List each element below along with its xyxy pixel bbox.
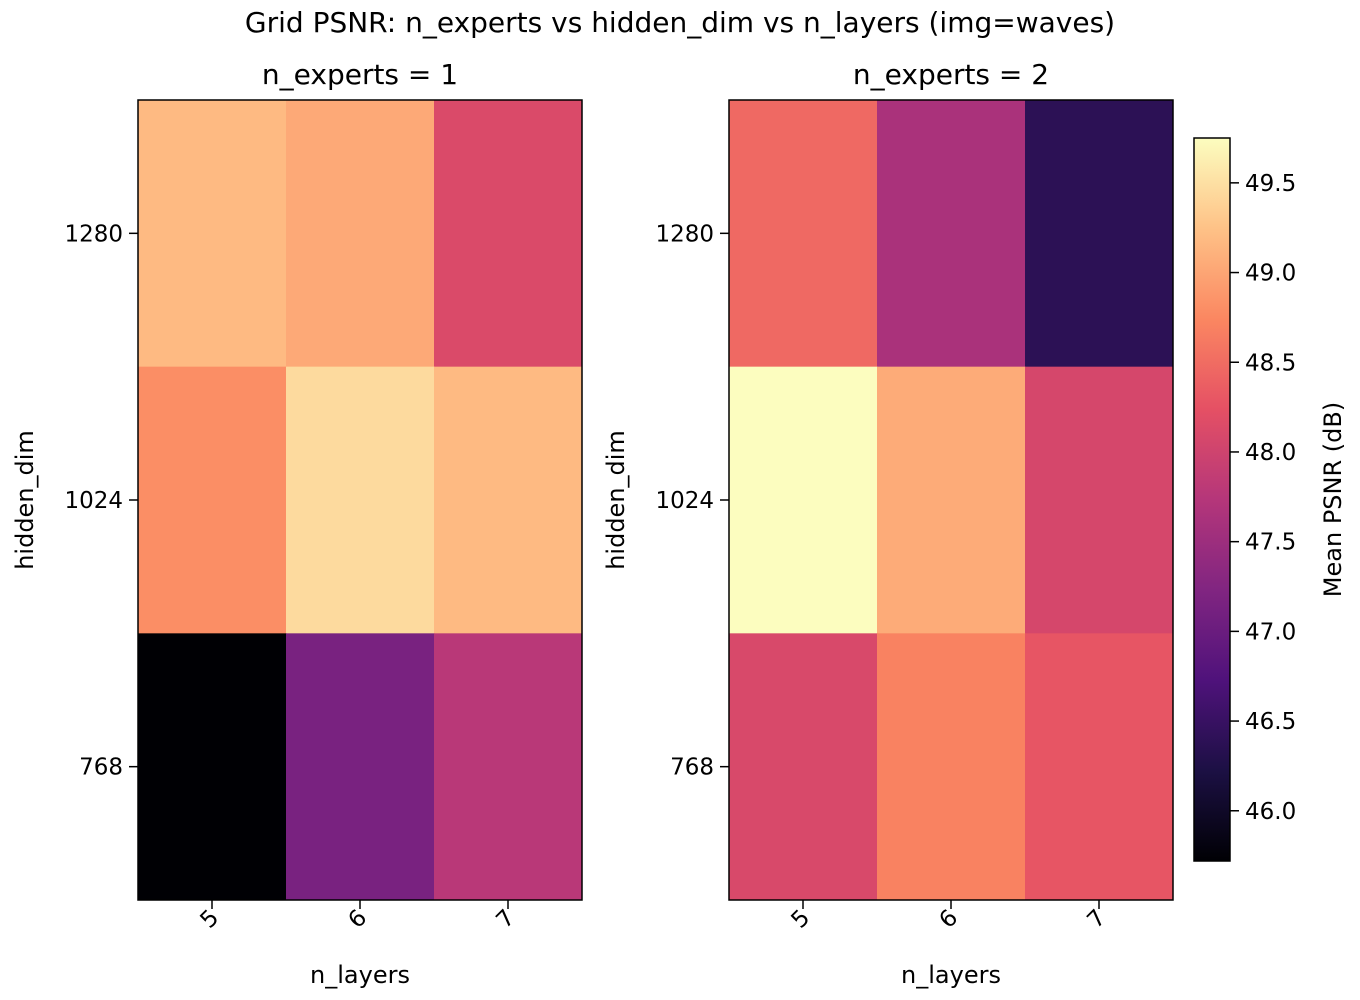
panel-title: n_experts = 2 [853,58,1049,91]
colorbar-tick-label: 48.0 [1245,440,1296,466]
x-tick-label: 6 [344,905,373,934]
heatmap-cell [434,633,583,901]
colorbar-tick-label: 47.0 [1245,619,1296,645]
y-tick-label: 1024 [64,488,123,514]
y-tick-label: 768 [670,755,714,781]
colorbar-gradient [1194,138,1230,861]
heatmap-cell [138,100,287,368]
colorbar-tick-label: 49.5 [1245,171,1296,197]
colorbar-tick-label: 49.0 [1245,261,1296,287]
heatmap-cell [877,366,1026,634]
heatmap-cell [729,633,878,901]
colorbar-label: Mean PSNR (dB) [1319,402,1347,597]
colorbar-tick-label: 48.5 [1245,350,1296,376]
heatmap-cell [1025,100,1174,368]
heatmap-cell [729,366,878,634]
heatmap-cell [286,100,435,368]
panel-n-experts-2: n_experts = 2 1280 1024 768 5 6 7 n_layers hidde… [602,58,1174,989]
y-tick-label: 1024 [655,488,714,514]
x-tick-label: 7 [492,905,521,934]
heatmap-cell [286,633,435,901]
heatmap-cell [434,100,583,368]
heatmap-cell [1025,633,1174,901]
heatmap-cell [434,366,583,634]
panel-title: n_experts = 1 [262,58,458,91]
heatmap-cell [138,633,287,901]
heatmap-cell [877,633,1026,901]
heatmap-cell [877,100,1026,368]
colorbar-tick-label: 47.5 [1245,530,1296,556]
figure-title: Grid PSNR: n_experts vs hidden_dim vs n_… [245,6,1115,39]
colorbar-tick-label: 46.0 [1245,799,1296,825]
colorbar-tick-label: 46.5 [1245,709,1296,735]
x-tick-label: 6 [935,905,964,934]
y-tick-label: 768 [79,755,123,781]
x-tick-label: 5 [196,905,225,934]
y-axis-label: hidden_dim [602,430,630,570]
x-axis-label: n_layers [901,961,1001,989]
heatmap-cell [138,366,287,634]
colorbar-frame [1193,137,1231,862]
panel-n-experts-1: n_experts = 1 1280 1024 768 5 6 7 n_layers hidde… [11,58,583,989]
heatmap-cell [286,366,435,634]
x-axis-label: n_layers [310,961,410,989]
colorbar: Mean PSNR (dB) 46.0 46.5 47.0 47.5 48.0 48.5 4… [1193,137,1347,862]
x-tick-label: 5 [787,905,816,934]
heatmap-cell [729,100,878,368]
x-tick-label: 7 [1083,905,1112,934]
y-tick-label: 1280 [655,221,714,247]
y-tick-label: 1280 [64,221,123,247]
y-axis-label: hidden_dim [11,430,39,570]
heatmap-cell [1025,366,1174,634]
